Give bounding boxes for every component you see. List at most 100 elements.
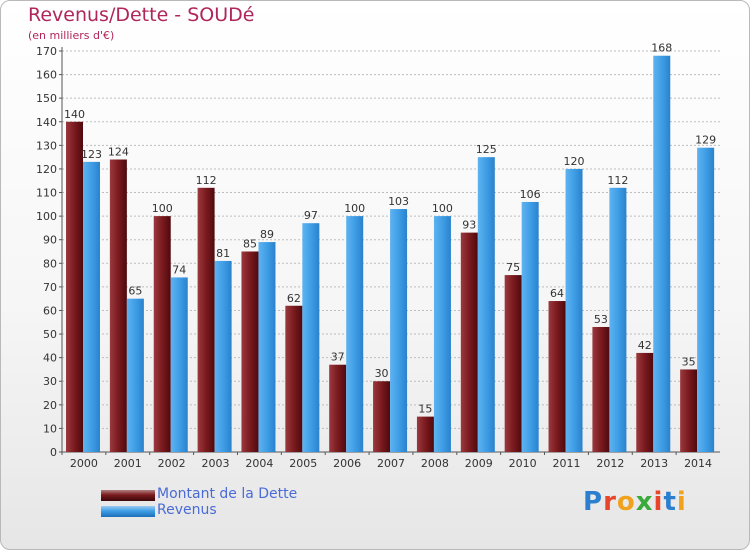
y-tick-label: 120 (36, 163, 57, 176)
bar-revenus (609, 187, 627, 452)
data-label: 62 (287, 292, 301, 305)
bar-revenus (258, 242, 276, 452)
data-label: 100 (432, 202, 453, 215)
data-label: 74 (172, 263, 186, 276)
logo-letter: r (603, 487, 617, 517)
x-tick-label: 2003 (202, 457, 230, 470)
bar-dette (592, 326, 610, 452)
chart-title: Revenus/Dette - SOUDé (28, 4, 255, 26)
data-label: 65 (128, 285, 142, 298)
x-tick-label: 2010 (509, 457, 537, 470)
y-tick-label: 10 (43, 422, 57, 435)
bar-revenus (170, 277, 188, 452)
bar-dette (197, 187, 215, 452)
data-label: 85 (243, 238, 257, 251)
y-tick-label: 140 (36, 116, 57, 129)
chart-subtitle: (en milliers d'€) (28, 29, 115, 42)
bar-dette (329, 364, 347, 452)
data-label: 64 (550, 287, 564, 300)
data-label: 53 (594, 313, 608, 326)
bar-revenus (83, 161, 100, 453)
x-tick-label: 2004 (245, 457, 273, 470)
legend-swatch-dette (101, 490, 155, 501)
x-tick-label: 2001 (114, 457, 142, 470)
bar-revenus (565, 168, 583, 453)
data-label: 35 (682, 355, 696, 368)
x-tick-label: 2012 (596, 457, 624, 470)
logo-letter: t (663, 487, 677, 517)
bar-dette (109, 159, 127, 452)
bar-dette (285, 305, 303, 452)
bar-dette (460, 232, 478, 452)
data-label: 140 (64, 108, 85, 121)
logo-letter: o (616, 487, 636, 517)
y-tick-label: 110 (36, 187, 57, 200)
data-label: 93 (462, 219, 476, 232)
data-label: 103 (388, 195, 409, 208)
data-label: 42 (638, 339, 652, 352)
bar-dette (416, 416, 434, 452)
x-tick-label: 2009 (465, 457, 493, 470)
x-tick-label: 2002 (158, 457, 186, 470)
legend-label-dette: Montant de la Dette (157, 486, 298, 502)
bar-revenus (653, 55, 671, 452)
bar-dette (153, 216, 171, 452)
data-label: 106 (520, 188, 541, 201)
data-label: 81 (216, 247, 230, 260)
data-label: 112 (607, 174, 628, 187)
y-tick-label: 0 (50, 446, 57, 459)
bar-revenus (697, 147, 715, 452)
data-label: 168 (651, 42, 672, 55)
legend-swatch-revenus (101, 506, 155, 517)
proxiti-logo: Proxiti (583, 487, 687, 517)
bar-dette (66, 121, 83, 452)
y-tick-label: 160 (36, 69, 57, 82)
bar-revenus (126, 298, 144, 452)
bar-revenus (214, 260, 232, 452)
data-label: 89 (260, 228, 274, 241)
x-tick-label: 2011 (552, 457, 580, 470)
logo-letter: x (635, 487, 654, 517)
data-label: 125 (476, 143, 497, 156)
data-label: 123 (81, 148, 102, 161)
bar-revenus (433, 216, 451, 452)
logo-letter: i (676, 487, 687, 517)
y-tick-label: 50 (43, 328, 57, 341)
y-tick-label: 30 (43, 375, 57, 388)
bar-dette (373, 381, 391, 452)
data-label: 75 (506, 261, 520, 274)
y-tick-label: 130 (36, 139, 57, 152)
bar-dette (680, 369, 698, 452)
x-tick-label: 2013 (640, 457, 668, 470)
data-label: 100 (152, 202, 173, 215)
data-label: 15 (418, 403, 432, 416)
data-label: 37 (331, 351, 345, 364)
y-tick-label: 80 (43, 257, 57, 270)
bar-dette (241, 251, 259, 452)
logo-letter: i (653, 487, 664, 517)
logo-letter: P (583, 487, 604, 517)
y-tick-label: 170 (36, 45, 57, 58)
y-tick-label: 70 (43, 281, 57, 294)
x-tick-label: 2014 (684, 457, 712, 470)
bar-dette (548, 301, 566, 452)
bar-revenus (521, 201, 539, 452)
x-tick-label: 2006 (333, 457, 361, 470)
x-tick-label: 2007 (377, 457, 405, 470)
data-label: 124 (108, 146, 129, 159)
y-tick-label: 40 (43, 352, 57, 365)
x-tick-label: 2005 (289, 457, 317, 470)
data-label: 120 (564, 155, 585, 168)
y-tick-label: 60 (43, 304, 57, 317)
bar-revenus (346, 216, 364, 452)
legend-label-revenus: Revenus (157, 502, 217, 518)
data-label: 112 (196, 174, 217, 187)
bar-revenus (302, 223, 320, 452)
y-tick-label: 100 (36, 210, 57, 223)
y-tick-label: 20 (43, 399, 57, 412)
bar-dette (504, 275, 522, 452)
x-tick-label: 2008 (421, 457, 449, 470)
data-label: 97 (304, 209, 318, 222)
